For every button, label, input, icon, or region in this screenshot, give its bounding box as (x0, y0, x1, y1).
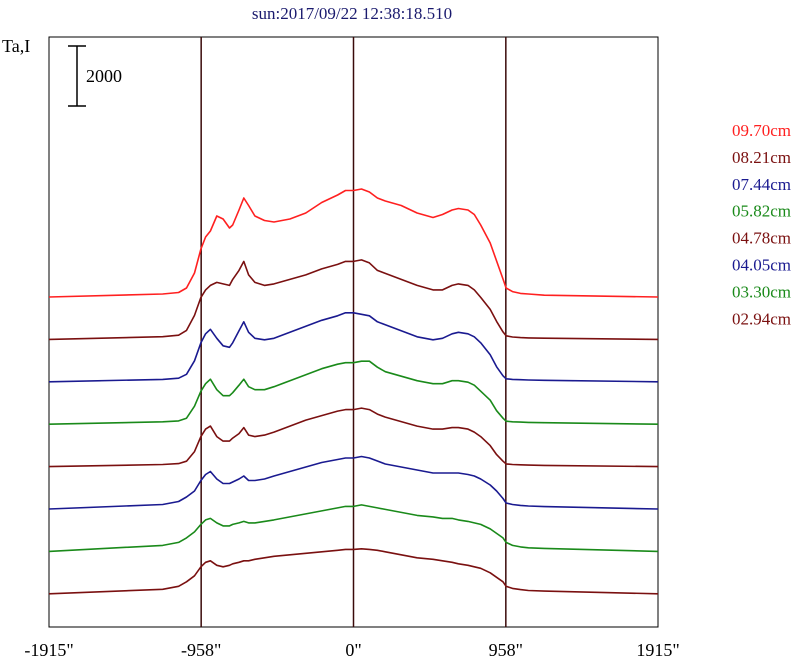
x-tick-label: 1915" (636, 640, 679, 660)
series-line-02.94cm (48, 548, 659, 595)
y-axis-label: Ta,I (2, 36, 30, 56)
legend-item: 05.82cm (732, 202, 791, 221)
legend-item: 04.78cm (732, 229, 791, 248)
x-tick-label: -958" (181, 640, 221, 660)
series-line-04.05cm (48, 455, 659, 510)
chart-title: sun:2017/09/22 12:38:18.510 (252, 4, 452, 23)
series-line-09.70cm (48, 188, 659, 298)
series-line-04.78cm (48, 407, 659, 468)
legend-item: 08.21cm (732, 148, 791, 167)
legend-item: 09.70cm (732, 121, 791, 140)
limb-lines (200, 37, 507, 627)
legend-item: 07.44cm (732, 175, 791, 194)
legend-item: 04.05cm (732, 256, 791, 275)
x-tick-label: -1915" (24, 640, 73, 660)
x-tick-label: 958" (489, 640, 523, 660)
x-tick-labels: -1915" -958" 0" 958" 1915" (24, 640, 679, 660)
series-line-05.82cm (48, 360, 659, 425)
scale-bar: 2000 (68, 45, 122, 107)
series-line-03.30cm (48, 504, 659, 553)
legend: 09.70cm 08.21cm 07.44cm 05.82cm 04.78cm 04.05… (732, 121, 791, 328)
legend-item: 03.30cm (732, 282, 791, 301)
series-line-07.44cm (48, 312, 659, 383)
series-line-08.21cm (48, 259, 659, 341)
scale-bar-label: 2000 (86, 66, 122, 86)
legend-item: 02.94cm (732, 309, 791, 328)
series-layer (48, 188, 659, 595)
x-tick-label: 0" (345, 640, 361, 660)
